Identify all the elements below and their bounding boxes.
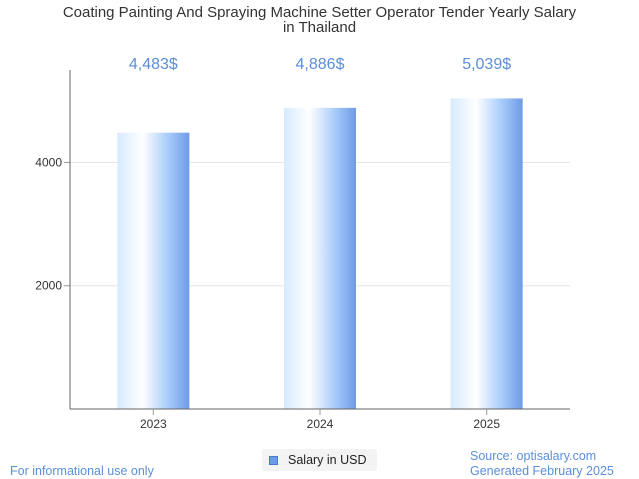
- disclaimer-text: For informational use only: [10, 464, 154, 478]
- value-label: 5,039$: [462, 56, 511, 73]
- x-tick-label: 2024: [307, 417, 334, 431]
- legend: Salary in USD: [262, 449, 377, 471]
- bar: [450, 98, 523, 409]
- x-tick-label: 2025: [473, 417, 500, 431]
- chart-title-line2: in Thailand: [282, 19, 357, 36]
- value-label: 4,483$: [129, 56, 178, 73]
- y-tick-label: 4000: [35, 155, 62, 169]
- y-tick-label: 2000: [35, 279, 62, 293]
- legend-swatch: [269, 455, 278, 465]
- bar: [117, 132, 190, 409]
- bar: [284, 107, 356, 409]
- generated-text: Generated February 2025: [470, 464, 614, 478]
- value-label: 4,886$: [296, 56, 345, 73]
- x-tick-label: 2023: [140, 417, 167, 431]
- source-text: Source: optisalary.com: [470, 449, 597, 463]
- legend-label: Salary in USD: [288, 453, 367, 467]
- chart-title: Coating Painting And Spraying Machine Se…: [62, 4, 577, 21]
